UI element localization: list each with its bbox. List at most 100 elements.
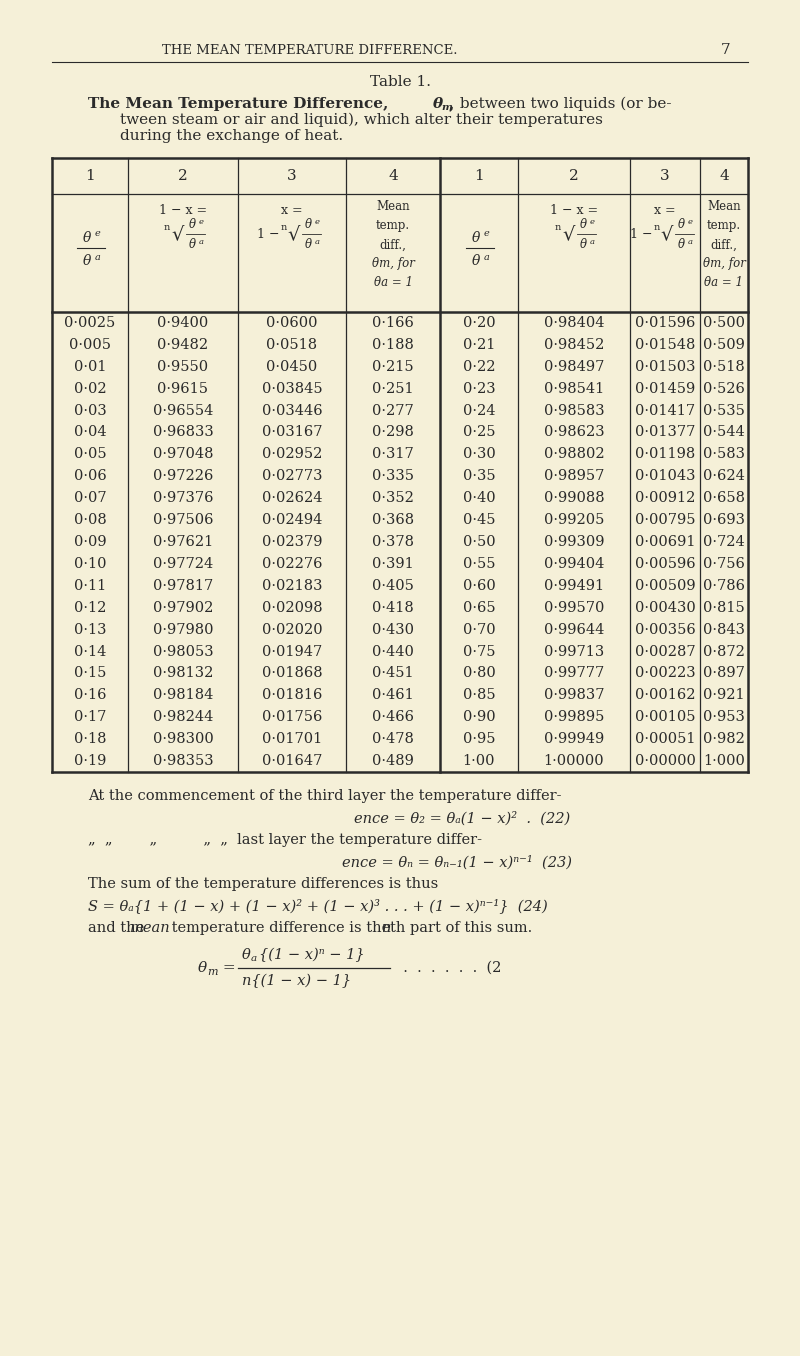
Text: 0·786: 0·786 — [703, 579, 745, 593]
Text: θ: θ — [678, 218, 685, 232]
Text: n: n — [382, 921, 391, 936]
Text: 0·982: 0·982 — [703, 732, 745, 746]
Text: n{(1 − x) − 1}: n{(1 − x) − 1} — [242, 974, 351, 987]
Text: 0·897: 0·897 — [703, 666, 745, 681]
Text: θ: θ — [433, 98, 443, 111]
Text: 0·298: 0·298 — [372, 426, 414, 439]
Text: 0·99205: 0·99205 — [544, 513, 604, 527]
Text: 0·02379: 0·02379 — [262, 536, 322, 549]
Text: n: n — [555, 222, 561, 232]
Text: 0·50: 0·50 — [462, 536, 495, 549]
Text: 0·0450: 0·0450 — [266, 359, 318, 374]
Text: 0·05: 0·05 — [74, 447, 106, 461]
Text: 2: 2 — [569, 170, 579, 183]
Text: 0·97376: 0·97376 — [153, 491, 214, 506]
Text: 0·466: 0·466 — [372, 711, 414, 724]
Text: θm, for: θm, for — [371, 258, 414, 270]
Text: θa = 1: θa = 1 — [705, 277, 743, 289]
Text: 0·00356: 0·00356 — [634, 622, 695, 636]
Text: 0·96833: 0·96833 — [153, 426, 214, 439]
Text: θ: θ — [198, 960, 207, 975]
Text: 0·22: 0·22 — [462, 359, 495, 374]
Text: a: a — [484, 252, 490, 262]
Text: 0·693: 0·693 — [703, 513, 745, 527]
Text: 0·317: 0·317 — [372, 447, 414, 461]
Text: 0·20: 0·20 — [462, 316, 495, 330]
Text: 0·0518: 0·0518 — [266, 338, 318, 351]
Text: 0·03167: 0·03167 — [262, 426, 322, 439]
Text: x =: x = — [654, 203, 676, 217]
Text: 0·90: 0·90 — [462, 711, 495, 724]
Text: 0·335: 0·335 — [372, 469, 414, 483]
Text: 0·12: 0·12 — [74, 601, 106, 614]
Text: 0·11: 0·11 — [74, 579, 106, 593]
Text: 1·00000: 1·00000 — [544, 754, 604, 767]
Text: 0·25: 0·25 — [462, 426, 495, 439]
Text: temp.: temp. — [707, 220, 741, 232]
Text: θ: θ — [579, 218, 586, 232]
Text: 0·391: 0·391 — [372, 557, 414, 571]
Text: 0·98244: 0·98244 — [153, 711, 213, 724]
Text: √: √ — [563, 225, 575, 243]
Text: e: e — [484, 229, 490, 239]
Text: 0·98802: 0·98802 — [544, 447, 604, 461]
Text: 0·02276: 0·02276 — [262, 557, 322, 571]
Text: 0·00162: 0·00162 — [634, 689, 695, 702]
Text: 0·07: 0·07 — [74, 491, 106, 506]
Text: 0·97048: 0·97048 — [153, 447, 214, 461]
Text: e: e — [315, 218, 320, 226]
Text: Mean: Mean — [707, 201, 741, 213]
Text: 0·461: 0·461 — [372, 689, 414, 702]
Text: 7: 7 — [721, 43, 731, 57]
Text: a: a — [199, 239, 204, 245]
Text: 1·00: 1·00 — [462, 754, 495, 767]
Text: 0·08: 0·08 — [74, 513, 106, 527]
Text: 0·99837: 0·99837 — [544, 689, 604, 702]
Text: 0·45: 0·45 — [462, 513, 495, 527]
Text: The sum of the temperature differences is thus: The sum of the temperature differences i… — [88, 877, 438, 891]
Text: 0·09: 0·09 — [74, 536, 106, 549]
Text: 0·00430: 0·00430 — [634, 601, 695, 614]
Text: 3: 3 — [287, 170, 297, 183]
Text: 0·9550: 0·9550 — [158, 359, 209, 374]
Text: 0·03446: 0·03446 — [262, 404, 322, 418]
Text: n: n — [164, 222, 170, 232]
Text: 0·00051: 0·00051 — [634, 732, 695, 746]
Text: 0·95: 0·95 — [462, 732, 495, 746]
Text: 0·99491: 0·99491 — [544, 579, 604, 593]
Text: 0·01377: 0·01377 — [635, 426, 695, 439]
Text: θ: θ — [242, 948, 250, 961]
Text: θ: θ — [305, 218, 311, 232]
Text: 0·00105: 0·00105 — [634, 711, 695, 724]
Text: 0·97724: 0·97724 — [153, 557, 213, 571]
Text: θ: θ — [189, 239, 195, 251]
Text: 0·277: 0·277 — [372, 404, 414, 418]
Text: 0·00795: 0·00795 — [634, 513, 695, 527]
Text: 0·70: 0·70 — [462, 622, 495, 636]
Text: 0·06: 0·06 — [74, 469, 106, 483]
Text: θ: θ — [579, 239, 586, 251]
Text: n: n — [281, 222, 287, 232]
Text: 0·99895: 0·99895 — [544, 711, 604, 724]
Text: 0·658: 0·658 — [703, 491, 745, 506]
Text: 0·535: 0·535 — [703, 404, 745, 418]
Text: 0·55: 0·55 — [462, 557, 495, 571]
Text: θm, for: θm, for — [702, 258, 746, 270]
Text: e: e — [688, 218, 693, 226]
Text: 0·15: 0·15 — [74, 666, 106, 681]
Text: 0·526: 0·526 — [703, 381, 745, 396]
Text: 0·02773: 0·02773 — [262, 469, 322, 483]
Text: 0·756: 0·756 — [703, 557, 745, 571]
Text: 0·00223: 0·00223 — [634, 666, 695, 681]
Text: 0·01417: 0·01417 — [635, 404, 695, 418]
Text: 0·02624: 0·02624 — [262, 491, 322, 506]
Text: 0·509: 0·509 — [703, 338, 745, 351]
Text: a: a — [688, 239, 693, 245]
Text: 0·14: 0·14 — [74, 644, 106, 659]
Text: =: = — [218, 960, 236, 975]
Text: temperature difference is the: temperature difference is the — [167, 921, 395, 936]
Text: 0·01647: 0·01647 — [262, 754, 322, 767]
Text: THE MEAN TEMPERATURE DIFFERENCE.: THE MEAN TEMPERATURE DIFFERENCE. — [162, 43, 458, 57]
Text: At the commencement of the third layer the temperature differ-: At the commencement of the third layer t… — [88, 789, 562, 803]
Text: 0·00691: 0·00691 — [634, 536, 695, 549]
